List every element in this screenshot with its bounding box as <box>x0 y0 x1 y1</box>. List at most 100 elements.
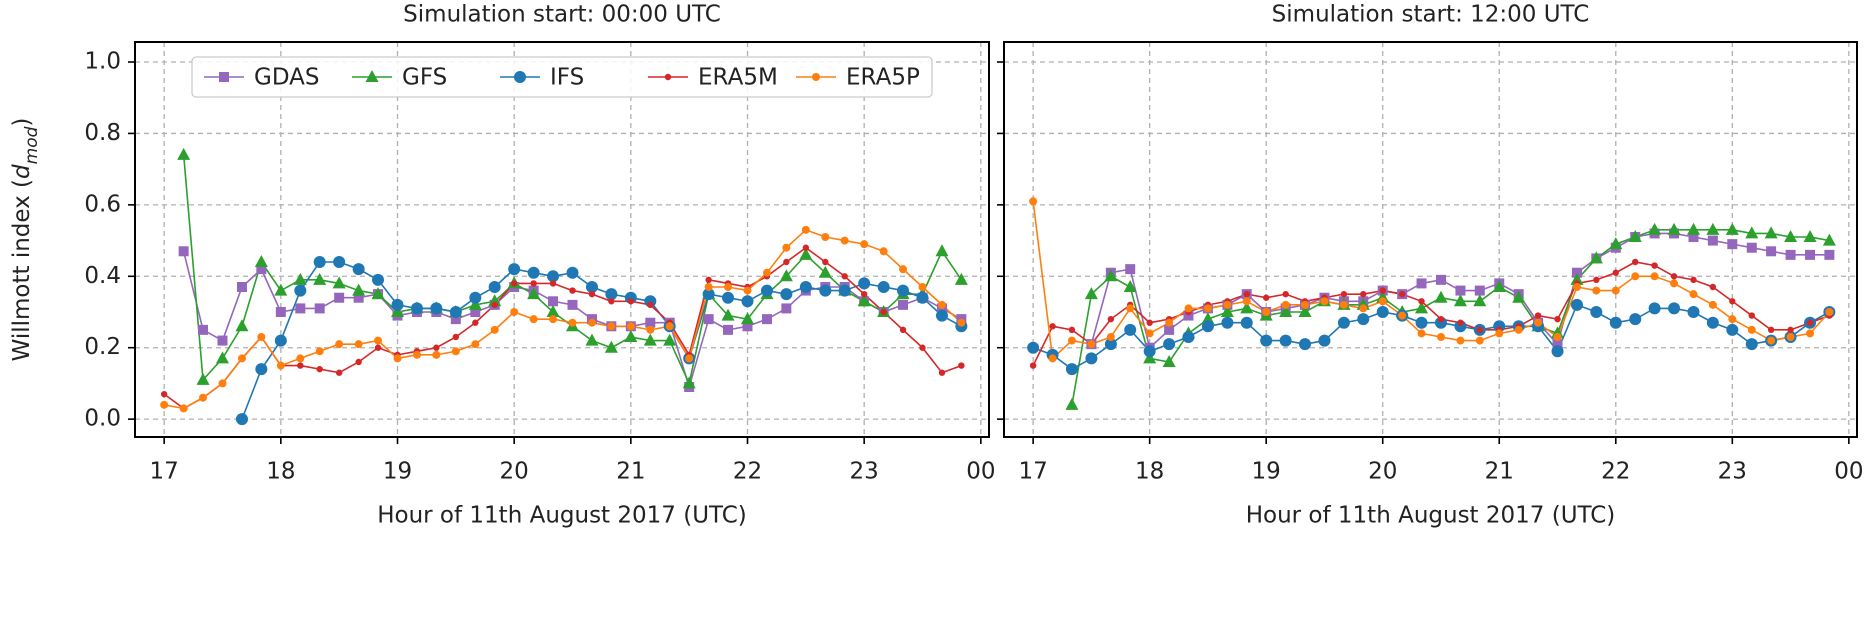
marker <box>1611 286 1620 295</box>
marker <box>372 273 385 286</box>
x-tick-label: 22 <box>1601 459 1630 485</box>
marker <box>1728 315 1737 324</box>
marker <box>470 307 481 317</box>
x-tick-label: 23 <box>1718 459 1747 485</box>
marker <box>916 291 929 304</box>
x-tick-label: 18 <box>1135 459 1164 485</box>
marker <box>841 273 848 280</box>
marker <box>548 296 559 307</box>
marker <box>685 354 694 363</box>
marker <box>236 282 247 292</box>
marker <box>703 314 714 325</box>
marker <box>1260 334 1273 347</box>
marker <box>1725 222 1739 235</box>
marker <box>1048 354 1057 363</box>
marker <box>783 258 790 266</box>
marker <box>721 308 735 321</box>
marker <box>333 256 346 268</box>
marker <box>705 276 712 284</box>
marker <box>1495 329 1504 338</box>
marker <box>549 280 557 287</box>
marker <box>196 372 210 385</box>
marker <box>898 299 909 310</box>
marker <box>897 284 910 297</box>
marker <box>1436 333 1445 341</box>
marker <box>646 325 655 334</box>
marker <box>1706 316 1719 329</box>
marker <box>1455 285 1466 296</box>
marker <box>1570 272 1584 285</box>
marker <box>935 244 949 257</box>
marker <box>958 362 965 369</box>
marker <box>1457 319 1464 326</box>
marker <box>799 247 813 260</box>
marker <box>1668 302 1681 315</box>
legend-label: ERA5P <box>846 65 920 91</box>
marker <box>391 305 404 317</box>
marker <box>919 344 926 351</box>
marker <box>605 288 618 301</box>
marker <box>1670 273 1678 280</box>
marker <box>1398 290 1406 298</box>
legend-label: GFS <box>402 65 447 91</box>
marker <box>1670 279 1679 288</box>
marker <box>1476 326 1483 334</box>
marker <box>1124 323 1137 336</box>
marker <box>722 291 735 304</box>
marker <box>1746 242 1757 253</box>
marker <box>257 333 266 341</box>
marker <box>274 334 287 347</box>
marker <box>704 283 713 291</box>
marker <box>857 294 871 307</box>
marker <box>1708 300 1717 309</box>
plot-frame <box>1003 41 1858 438</box>
marker <box>1085 352 1098 365</box>
marker <box>1492 280 1506 292</box>
x-tick-label: 17 <box>1018 459 1047 485</box>
marker <box>627 298 635 305</box>
marker <box>1512 290 1526 303</box>
marker <box>510 280 518 287</box>
marker <box>1183 310 1194 321</box>
panel: Simulation start: 12:00 UTC Hour of 11th … <box>997 2 1863 529</box>
marker <box>1787 326 1794 334</box>
marker <box>1163 338 1176 351</box>
marker <box>1474 285 1485 296</box>
legend-label: GDAS <box>254 65 319 91</box>
marker <box>160 390 168 398</box>
legend-marker <box>514 71 526 83</box>
series-line <box>163 246 962 410</box>
marker <box>741 295 754 308</box>
marker <box>1667 222 1681 235</box>
y-tick-label: 0.0 <box>84 406 121 432</box>
marker <box>724 283 733 291</box>
marker <box>1748 312 1755 319</box>
marker <box>1612 269 1619 276</box>
marker <box>1164 324 1175 335</box>
marker <box>335 369 343 376</box>
marker <box>585 281 598 293</box>
marker <box>840 236 849 245</box>
marker <box>237 354 246 363</box>
marker <box>1747 325 1756 334</box>
marker <box>880 308 887 316</box>
marker <box>1221 316 1234 329</box>
marker <box>1785 249 1796 260</box>
marker <box>1415 316 1428 329</box>
x-tick-label: 17 <box>150 459 179 485</box>
marker <box>1220 305 1234 317</box>
y-tick-label: 0.2 <box>84 334 121 360</box>
marker <box>488 281 501 293</box>
marker <box>472 319 479 326</box>
legend-label: ERA5M <box>698 65 778 91</box>
marker <box>1534 312 1542 319</box>
marker <box>1806 329 1815 338</box>
marker <box>569 287 576 294</box>
marker <box>780 288 793 301</box>
marker <box>1745 226 1759 239</box>
marker <box>954 272 968 285</box>
marker <box>198 324 209 335</box>
marker <box>1687 222 1701 235</box>
marker <box>1416 278 1427 289</box>
marker <box>1745 338 1758 351</box>
